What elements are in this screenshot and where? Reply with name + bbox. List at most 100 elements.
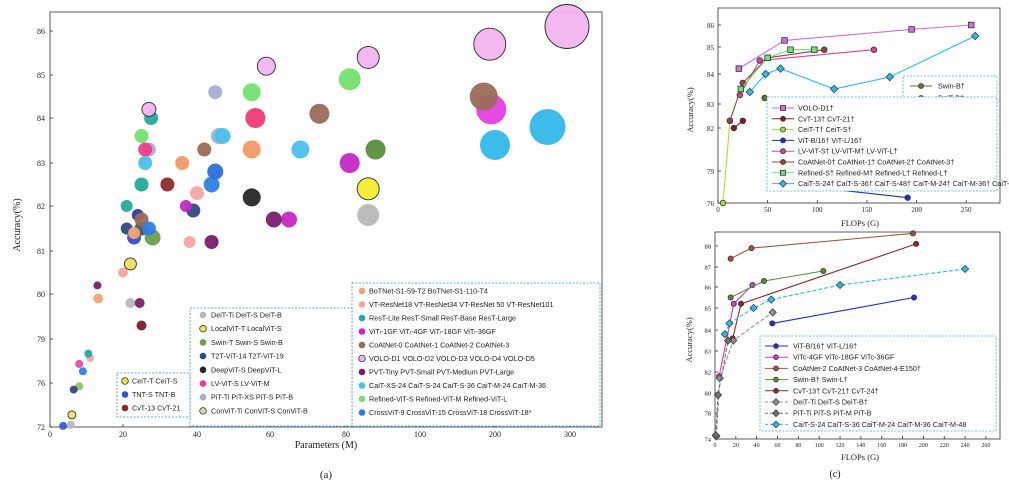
data-point xyxy=(339,153,360,173)
data-point xyxy=(197,142,212,157)
data-point xyxy=(141,221,156,236)
y-tick-label: 84 xyxy=(37,114,45,123)
series-point xyxy=(726,117,734,124)
data-point xyxy=(544,4,590,49)
data-point xyxy=(67,410,77,420)
data-point xyxy=(291,140,310,159)
legend-label: CeiT-T CeiT-S xyxy=(132,377,178,386)
series-point xyxy=(729,336,738,345)
x-tick-label: 100 xyxy=(815,443,824,449)
y-tick-label: 85 xyxy=(37,71,45,80)
panel-a: 72 76 79 80 81 82 83 84 85 86 0 20 40 60 80 100 200 300 Pa… xyxy=(12,4,603,481)
legend-marker xyxy=(199,325,207,333)
legend-marker xyxy=(780,159,786,165)
x-tick-label: 250 xyxy=(961,206,972,214)
x-tick-label: 80 xyxy=(342,430,350,439)
data-point xyxy=(66,420,75,429)
panel-b: 76 79 82 83 84 85 86 0 50 100 150 200 250 FLOPs (G) Ac… xyxy=(685,7,1009,246)
series-line xyxy=(729,49,825,121)
series-line xyxy=(715,311,774,437)
series xyxy=(727,267,827,301)
legend-label: Refined-S† Refined-M† Refined-L† Refined… xyxy=(798,168,947,177)
legend-frame xyxy=(766,96,998,192)
series xyxy=(736,46,878,99)
data-point xyxy=(120,200,133,212)
y-tick-label: 86 xyxy=(707,22,715,30)
series xyxy=(730,117,747,132)
legend-label: DeiT-Ti DeiT-S DeiT-B xyxy=(211,311,282,320)
legend-label: ViT-B/16† ViT-L/16† xyxy=(793,342,857,351)
data-point xyxy=(190,186,204,201)
data-point xyxy=(125,298,136,308)
legend-label: Swin-T Swin-S Swin-B xyxy=(211,338,283,347)
data-point xyxy=(123,257,137,271)
data-point xyxy=(134,298,145,308)
series-point xyxy=(713,390,723,400)
legend-marker xyxy=(780,137,786,144)
data-point xyxy=(207,163,224,180)
y-tick-label: 85 xyxy=(707,44,715,52)
data-point xyxy=(265,211,282,228)
series-line xyxy=(722,120,731,204)
series-point xyxy=(760,277,767,284)
legend-left: CeiT-T CeiT-S TNT-S TNT-B CvT-13 CvT-21 xyxy=(116,372,191,418)
y-tick-label: 84 xyxy=(707,71,715,79)
legend-label: LocalViT-T LocalViT-S xyxy=(211,324,282,333)
legend-label: Refined-ViT-S Refined-ViT-M Refined-ViT-… xyxy=(369,395,507,404)
series-point xyxy=(913,240,920,247)
legend-marker xyxy=(780,169,786,176)
y-tick-label: 79 xyxy=(707,168,715,176)
series-point xyxy=(967,21,975,29)
legend-marker xyxy=(780,115,786,122)
x-tick-label: 80 xyxy=(795,443,801,449)
legend-label: DeiT-Ti DeiT-S DeiT-B† xyxy=(793,398,868,407)
legend-marker xyxy=(199,407,207,415)
series-point xyxy=(735,65,743,72)
series-point xyxy=(820,267,827,274)
legend-right: BoTNet-S1-59-T2 BoTNet-S1-110-T4 VT-ResNe… xyxy=(351,282,601,427)
series-point xyxy=(715,374,724,383)
legend-marker xyxy=(358,287,366,295)
series xyxy=(737,46,818,93)
series-point xyxy=(768,308,777,317)
legend-marker xyxy=(358,328,366,335)
x-tick-label: 20 xyxy=(119,430,127,439)
data-point xyxy=(78,367,87,376)
series-line xyxy=(749,35,976,93)
panel-c: 74 78 80 82 83 84 85 86 87 88 0 20 40 60 80 100 120 140 16… xyxy=(684,230,1001,480)
legend-marker xyxy=(773,376,779,383)
series-point xyxy=(776,64,785,73)
data-point xyxy=(160,177,175,192)
series xyxy=(769,294,918,327)
legend-label: CvT-13† CvT-21† CvT-24† xyxy=(793,386,878,395)
legend-label: CvT-13 CvT-21 xyxy=(132,404,180,413)
data-point xyxy=(118,267,128,278)
y-tick-label: 74 xyxy=(705,437,712,444)
legend-label: T2T-ViT-14 T2T-ViT-19 xyxy=(211,352,284,361)
series xyxy=(735,21,975,72)
series-line xyxy=(772,296,915,324)
legend-marker xyxy=(772,398,780,406)
x-tick-label: 60 xyxy=(775,443,781,449)
legend-marker xyxy=(358,409,366,416)
legend-marker xyxy=(780,105,786,111)
x-tick-label: 240 xyxy=(961,443,970,449)
data-point xyxy=(136,320,147,331)
series-point xyxy=(725,319,734,328)
series-point xyxy=(811,46,818,53)
legend-marker xyxy=(199,352,207,360)
data-point xyxy=(245,108,266,128)
legend-label: PVT-Tiny PVT-Small PVT-Medium PVT-Large xyxy=(369,368,514,377)
legend-label: LV-ViT-S† LV-ViT-M† LV-ViT-L† xyxy=(798,147,897,156)
legend-label: ResT-Lite ResT-Small ResT-Base ResT-Larg… xyxy=(369,314,516,323)
data-point xyxy=(480,130,510,160)
series-point xyxy=(730,124,738,132)
y-axis-label: Accuracy(%) xyxy=(685,87,695,132)
data-point xyxy=(204,235,219,249)
legend-label: BoTNet-S1-59-T2 BoTNet-S1-110-T4 xyxy=(369,287,488,296)
data-point xyxy=(179,200,192,212)
legend-label: CoAtNet-0 CoAtNet-1 CoAtNet-2 CoAtNet-3 xyxy=(369,341,509,350)
legend-marker xyxy=(358,341,366,349)
data-point xyxy=(356,45,380,69)
legend-label: Swin-B† Swin-L† xyxy=(793,375,848,384)
